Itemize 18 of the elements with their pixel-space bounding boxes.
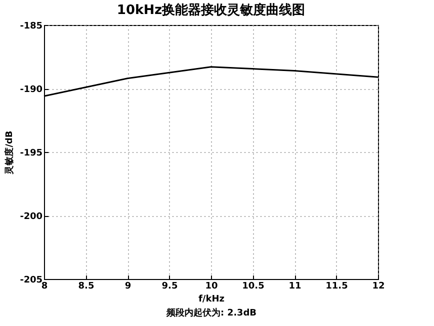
x-tick-label: 8 bbox=[41, 282, 48, 292]
x-tick-label: 9 bbox=[124, 282, 132, 292]
x-tick-label: 10.5 bbox=[242, 282, 264, 292]
x-tick-label: 11.5 bbox=[326, 282, 348, 292]
x-tick-label: 11 bbox=[288, 282, 302, 292]
y-axis-title: 灵敏度/dB bbox=[4, 130, 15, 176]
x-tick-label: 9.5 bbox=[162, 282, 178, 292]
y-tick-label: -190 bbox=[20, 85, 42, 95]
x-tick-label: 10 bbox=[205, 282, 218, 292]
x-tick-label: 12 bbox=[372, 282, 385, 292]
y-tick-label: -205 bbox=[20, 276, 42, 286]
text: 频段内起伏为: 2.3dB bbox=[166, 308, 257, 318]
x-axis-title: f/kHz bbox=[198, 294, 224, 304]
x-tick-label: 8.5 bbox=[78, 282, 94, 292]
chart-title: 10kHz换能器接收灵敏度曲线图 bbox=[116, 2, 306, 18]
y-tick-label: -195 bbox=[20, 148, 42, 158]
y-tick-label: -200 bbox=[20, 212, 42, 222]
y-tick-label: -185 bbox=[20, 22, 42, 32]
